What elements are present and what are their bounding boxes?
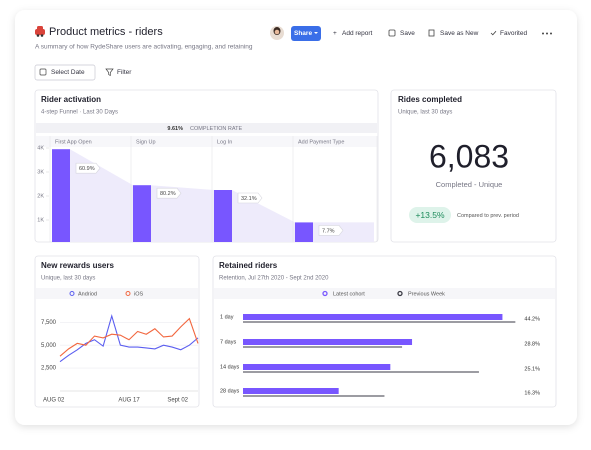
value-label: 25.1% — [524, 366, 540, 372]
share-button[interactable] — [291, 26, 321, 41]
bar — [243, 339, 413, 345]
share-label[interactable]: Share — [294, 30, 312, 37]
conversion-label: 32.1% — [241, 196, 257, 202]
rides-change: +13.5% — [415, 210, 445, 220]
y-tick-label: 7,500 — [41, 320, 57, 326]
save-as-new[interactable]: Save as New — [440, 30, 479, 37]
conversion-bubble — [237, 192, 263, 204]
funnel-subtitle: 4-step Funnel · Last 30 Days — [41, 110, 118, 116]
rewards-legend-bar — [36, 288, 198, 299]
y-tick-label: 2K — [37, 193, 44, 199]
column-label: First App Open — [55, 139, 92, 145]
row-label: 14 days — [220, 364, 240, 370]
flow-area — [151, 185, 214, 242]
value-label: 28.8% — [524, 341, 540, 347]
value-label: 44.2% — [524, 316, 540, 322]
select-date[interactable]: Select Date — [51, 69, 85, 76]
bar — [243, 364, 391, 370]
column-label: Log In — [217, 139, 232, 145]
legend-label: Latest cohort — [333, 291, 365, 297]
rewards-subtitle: Unique, last 30 days — [41, 276, 95, 282]
rides-value: 6,083 — [429, 138, 509, 174]
save-icon — [388, 29, 396, 37]
x-tick-label: AUG 02 — [43, 398, 65, 404]
x-tick-label: Sept 02 — [167, 398, 188, 404]
copy-icon — [428, 29, 435, 37]
add-icon: + — [333, 30, 337, 37]
legend-marker — [322, 290, 328, 297]
x-tick-label: AUG 17 — [118, 398, 140, 404]
column-header-bar — [36, 136, 377, 147]
y-tick-label: 2,500 — [41, 366, 57, 372]
filter-icon — [105, 68, 114, 77]
y-tick-label: 4K — [37, 145, 44, 151]
bar — [214, 190, 232, 242]
page-subtitle: A summary of how RydeShare users are act… — [35, 44, 253, 51]
line-series — [59, 317, 199, 357]
dropdown-caret — [314, 32, 318, 34]
bar — [52, 149, 70, 242]
rides-subtitle: Unique, last 30 days — [398, 110, 452, 116]
conversion-label: 60.9% — [79, 166, 95, 172]
completion-label: COMPLETION RATE — [190, 126, 242, 132]
retained-legend-bar — [214, 288, 555, 299]
legend-marker — [397, 290, 403, 297]
legend-label: Andriod — [78, 291, 97, 297]
row-label: 1 day — [220, 314, 234, 320]
select-date-button[interactable] — [34, 64, 96, 81]
conversion-label: 7.7% — [322, 228, 335, 234]
conversion-label: 80.2% — [160, 191, 176, 197]
bar — [295, 222, 313, 242]
row-label: 28 days — [220, 388, 240, 394]
bar — [243, 314, 503, 320]
car-icon — [35, 26, 45, 37]
y-tick-label: 3K — [37, 169, 44, 175]
bar — [133, 185, 151, 242]
change-pill — [409, 207, 451, 223]
completion-rate: 9.61% — [167, 126, 183, 132]
bar — [243, 388, 339, 394]
conversion-bubble — [318, 225, 344, 236]
add-report[interactable]: Add report — [342, 30, 373, 37]
retained-title: Retained riders — [219, 261, 278, 270]
legend-marker — [69, 291, 75, 296]
save[interactable]: Save — [400, 30, 415, 37]
more-menu[interactable] — [542, 32, 552, 35]
rides-title: Rides completed — [398, 95, 462, 104]
rides-change-label: Compared to prev. period — [457, 213, 519, 219]
check-icon — [490, 30, 497, 36]
value-label: 16.3% — [524, 390, 540, 396]
column-label: Add Payment Type — [298, 139, 344, 145]
row-label: 7 days — [220, 339, 236, 345]
rides-value-label: Completed - Unique — [436, 180, 503, 189]
funnel-title: Rider activation — [41, 95, 101, 104]
retained-subtitle: Retention, Jul 27th 2020 - Sept 2nd 2020 — [219, 276, 329, 282]
calendar-icon — [39, 68, 47, 76]
favorited[interactable]: Favorited — [500, 30, 527, 37]
y-tick-label: 5,000 — [41, 343, 57, 349]
legend-label: Previous Week — [408, 291, 445, 297]
filter[interactable]: Filter — [117, 69, 132, 76]
y-tick-label: 1K — [37, 217, 44, 223]
legend-label: iOS — [134, 291, 144, 297]
line-series — [59, 313, 199, 363]
column-label: Sign Up — [136, 139, 156, 145]
conversion-bubble — [156, 187, 182, 199]
rewards-title: New rewards users — [41, 261, 114, 270]
legend-marker — [125, 291, 131, 296]
avatar — [270, 26, 284, 40]
conversion-bubble — [75, 162, 101, 174]
rides-panel — [390, 89, 557, 243]
page-title: Product metrics - riders — [49, 26, 163, 38]
completion-bar — [36, 123, 377, 133]
